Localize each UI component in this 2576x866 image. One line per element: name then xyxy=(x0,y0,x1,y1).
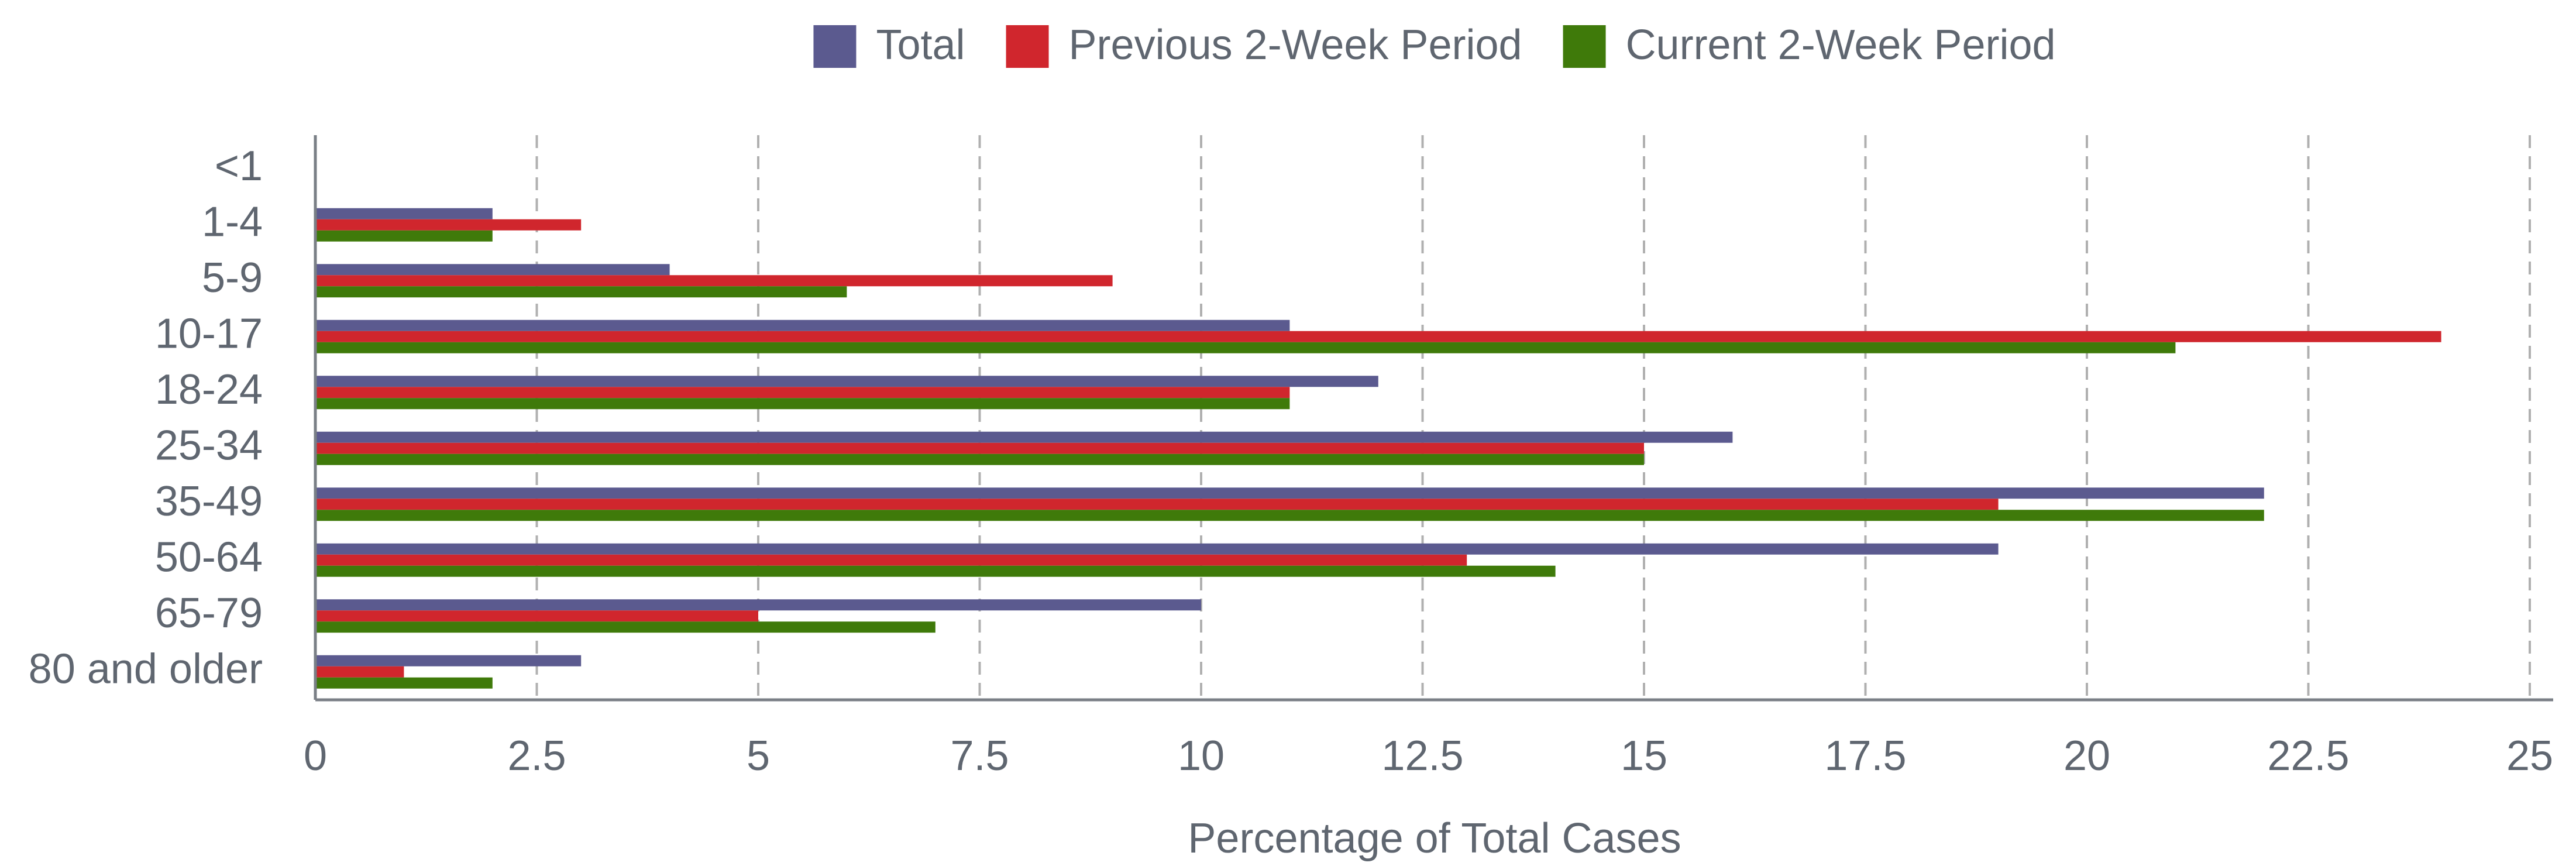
y-tick-label: 10-17 xyxy=(155,310,263,357)
bar xyxy=(315,208,493,219)
bar xyxy=(315,442,1644,454)
x-tick-label: 10 xyxy=(1178,733,1225,779)
bar xyxy=(315,342,2176,353)
x-tick-label: 12.5 xyxy=(1381,733,1463,779)
bar xyxy=(315,319,1290,331)
legend-swatch xyxy=(813,25,857,68)
y-tick-label: <1 xyxy=(215,143,263,190)
bar xyxy=(315,286,847,298)
bar xyxy=(315,264,670,276)
bar xyxy=(315,219,582,231)
bar xyxy=(315,487,2264,499)
bar xyxy=(315,376,1378,387)
bar xyxy=(315,677,493,689)
legend-label: Total xyxy=(876,22,965,68)
bar xyxy=(315,398,1290,410)
x-tick-label: 17.5 xyxy=(1824,733,1906,779)
x-tick-label: 25 xyxy=(2506,733,2553,779)
bar xyxy=(315,499,1999,510)
bar xyxy=(315,543,1999,555)
x-tick-label: 5 xyxy=(747,733,770,779)
bar xyxy=(315,431,1733,443)
bar xyxy=(315,621,936,633)
x-axis-label: Percentage of Total Cases xyxy=(1188,815,1681,862)
bar xyxy=(315,275,1113,287)
legend-swatch xyxy=(1563,25,1606,68)
bar xyxy=(315,666,404,678)
bar xyxy=(315,655,582,666)
x-tick-label: 15 xyxy=(1621,733,1667,779)
x-tick-label: 20 xyxy=(2063,733,2110,779)
bar xyxy=(315,599,1201,611)
y-tick-label: 25-34 xyxy=(155,422,263,469)
legend-label: Current 2-Week Period xyxy=(1626,22,2056,68)
legend-swatch xyxy=(1006,25,1049,68)
x-tick-label: 0 xyxy=(304,733,327,779)
y-tick-label: 80 and older xyxy=(29,645,263,692)
y-tick-label: 65-79 xyxy=(155,590,263,637)
bar xyxy=(315,510,2264,521)
bar xyxy=(315,565,1556,577)
bar xyxy=(315,554,1467,566)
y-tick-label: 35-49 xyxy=(155,478,263,525)
y-tick-label: 50-64 xyxy=(155,534,263,580)
bar xyxy=(315,453,1644,465)
y-tick-label: 5-9 xyxy=(202,255,263,301)
bar xyxy=(315,387,1290,398)
y-tick-label: 18-24 xyxy=(155,366,263,413)
x-tick-label: 2.5 xyxy=(507,733,566,779)
legend-label: Previous 2-Week Period xyxy=(1069,22,1522,68)
x-tick-label: 7.5 xyxy=(950,733,1009,779)
bar xyxy=(315,610,758,622)
y-tick-label: 1-4 xyxy=(202,198,263,245)
bar xyxy=(315,331,2441,342)
x-tick-label: 22.5 xyxy=(2267,733,2349,779)
bar xyxy=(315,230,493,242)
